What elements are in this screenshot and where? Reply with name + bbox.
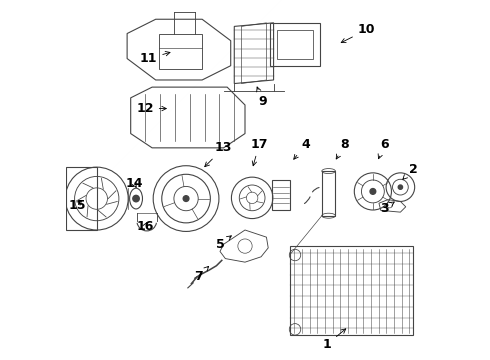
Bar	[322, 171, 335, 216]
Text: 4: 4	[294, 138, 310, 159]
Text: 15: 15	[69, 198, 86, 212]
Text: 13: 13	[205, 141, 232, 167]
Text: 11: 11	[140, 51, 170, 65]
Bar	[270, 23, 320, 66]
Text: 12: 12	[136, 102, 166, 115]
Text: 6: 6	[378, 138, 389, 159]
Bar	[277, 30, 313, 59]
Text: 17: 17	[250, 138, 268, 166]
Text: 10: 10	[341, 23, 375, 42]
Text: 3: 3	[380, 202, 394, 215]
Bar	[66, 167, 97, 230]
Circle shape	[370, 189, 376, 194]
Text: 8: 8	[336, 138, 349, 159]
Circle shape	[133, 195, 139, 202]
Circle shape	[398, 185, 402, 189]
Text: 1: 1	[323, 329, 346, 351]
Bar	[272, 180, 291, 210]
Text: 5: 5	[216, 236, 231, 251]
Text: 14: 14	[125, 177, 143, 190]
Text: 2: 2	[403, 163, 417, 179]
Text: 7: 7	[194, 266, 209, 283]
Text: 16: 16	[136, 220, 154, 233]
Bar	[159, 33, 202, 69]
Bar	[290, 246, 413, 336]
Text: 9: 9	[257, 87, 267, 108]
Circle shape	[183, 196, 189, 202]
